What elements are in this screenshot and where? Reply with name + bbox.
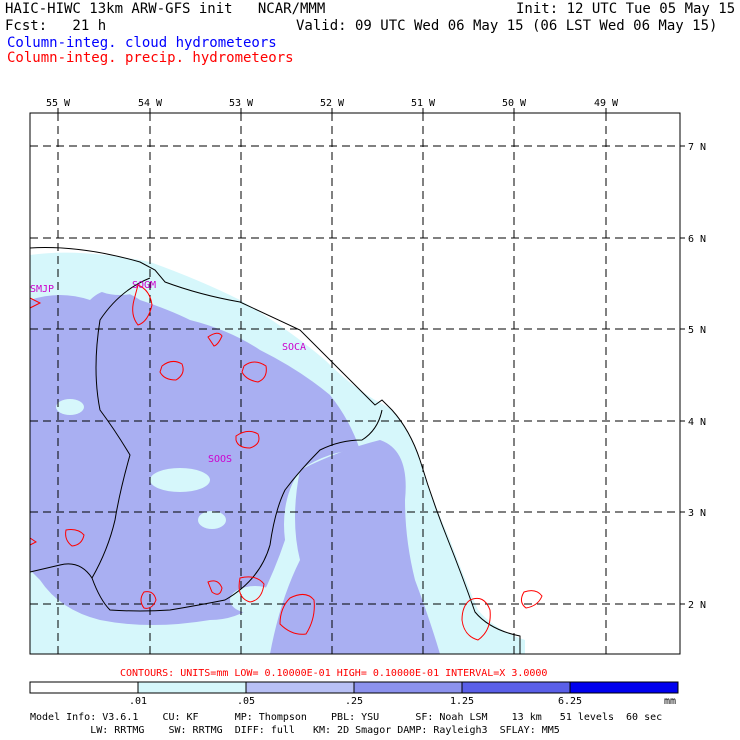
hydrometeor-fill <box>30 252 525 654</box>
station-label: SOGM <box>132 280 156 291</box>
map-frame <box>29 112 681 655</box>
colorbar <box>29 681 679 694</box>
colorbar-level: .05 <box>237 696 255 707</box>
colorbar-level: .01 <box>129 696 147 707</box>
precip-contours <box>29 284 543 641</box>
lat-label: 3 N <box>688 508 706 519</box>
lat-label: 7 N <box>688 142 706 153</box>
station-label: SOOS <box>208 454 232 465</box>
init-time: Init: 12 UTC Tue 05 May 15 <box>516 1 736 17</box>
lon-label: 50 W <box>502 98 527 109</box>
lon-label: 49 W <box>594 98 619 109</box>
lat-label: 2 N <box>688 600 706 611</box>
station-label: SOCA <box>282 342 306 353</box>
model-info-line2: LW: RRTMG SW: RRTMG DIFF: full KM: 2D Sm… <box>30 725 560 736</box>
forecast-hour: Fcst: 21 h <box>5 18 107 34</box>
cloud-field-label: Column-integ. cloud hydrometeors <box>7 35 277 51</box>
axis-ticks <box>57 108 685 605</box>
map-title: HAIC-HIWC 13km ARW-GFS init NCAR/MMM <box>5 1 326 17</box>
coastline <box>29 247 521 654</box>
colorbar-level: 6.25 <box>558 696 582 707</box>
contour-info: CONTOURS: UNITS=mm LOW= 0.10000E-01 HIGH… <box>120 668 547 679</box>
lon-label: 53 W <box>229 98 254 109</box>
precip-field-label: Column-integ. precip. hydrometeors <box>7 50 294 66</box>
lat-label: 5 N <box>688 325 706 336</box>
colorbar-unit: mm <box>664 696 676 707</box>
valid-time: Valid: 09 UTC Wed 06 May 15 (06 LST Wed … <box>296 18 718 34</box>
lat-lon-grid <box>30 113 680 654</box>
lon-label: 52 W <box>320 98 345 109</box>
colorbar-level: 1.25 <box>450 696 474 707</box>
lon-label: 51 W <box>411 98 436 109</box>
lon-label: 54 W <box>138 98 163 109</box>
colorbar-level: .25 <box>345 696 363 707</box>
model-info-line1: Model Info: V3.6.1 CU: KF MP: Thompson P… <box>30 712 662 723</box>
lat-label: 4 N <box>688 417 706 428</box>
lon-label: 55 W <box>46 98 71 109</box>
lat-label: 6 N <box>688 234 706 245</box>
station-label: SMJP <box>30 284 54 295</box>
